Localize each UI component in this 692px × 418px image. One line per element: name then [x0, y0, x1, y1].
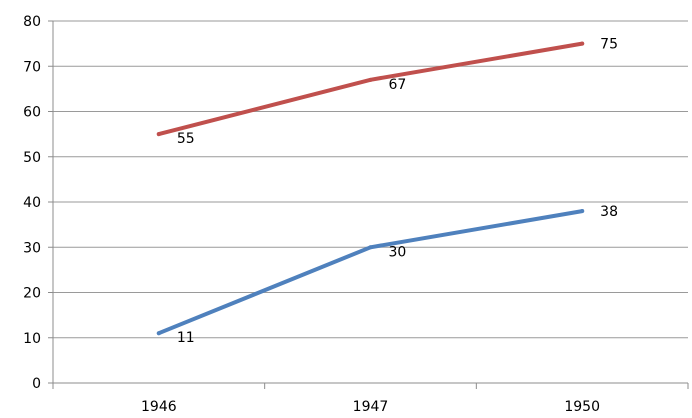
data-label: 75: [600, 37, 618, 53]
y-tick-label: 10: [23, 331, 41, 347]
data-point: [368, 77, 373, 82]
data-labels: 55 67 75 11 30 38: [177, 37, 618, 347]
data-label: 55: [177, 131, 195, 147]
series-line: [156, 209, 585, 336]
x-tick-label: 1947: [353, 399, 389, 415]
y-tick-label: 50: [23, 150, 41, 166]
data-label: 30: [389, 244, 407, 260]
gridlines: [53, 20, 688, 339]
y-tick-label: 70: [23, 59, 41, 75]
data-label: 11: [177, 330, 195, 346]
axes: 0 10 20 30 40 50 60 70 80 1946 1947 1950: [23, 14, 689, 415]
y-tick-label: 30: [23, 240, 41, 256]
y-tick-label: 40: [23, 195, 41, 211]
data-point: [156, 132, 161, 137]
data-label: 38: [600, 204, 618, 220]
series-line: [156, 41, 585, 137]
y-tick-label: 60: [23, 105, 41, 121]
x-tick-label: 1946: [141, 399, 177, 415]
data-label: 67: [389, 77, 407, 93]
data-point: [580, 41, 585, 46]
x-tick-label: 1950: [564, 399, 600, 415]
data-point: [156, 331, 161, 336]
y-tick-label: 0: [32, 376, 41, 392]
y-tick-label: 20: [23, 286, 41, 302]
data-point: [580, 209, 585, 214]
series-lines: [156, 41, 585, 336]
data-point: [368, 245, 373, 250]
y-tick-label: 80: [23, 14, 41, 30]
